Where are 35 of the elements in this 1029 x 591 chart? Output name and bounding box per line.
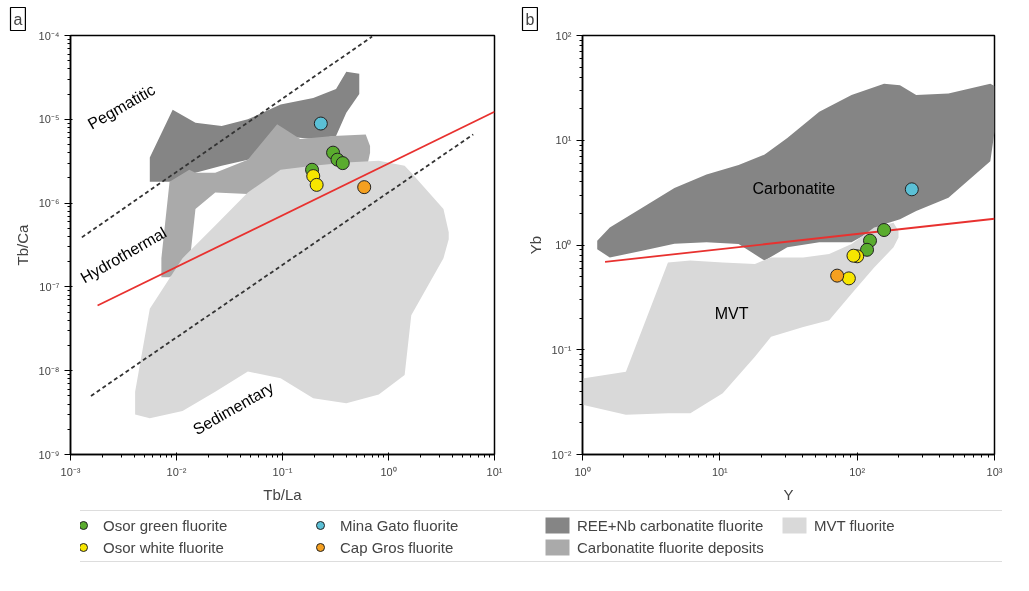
y-axis-title: Tb/Ca bbox=[13, 223, 31, 266]
x-axis-title: Y bbox=[783, 485, 794, 503]
x-tick-label: 10⁻³ bbox=[60, 465, 81, 478]
y-tick-label: 10⁻⁴ bbox=[38, 29, 60, 42]
y-tick-label: 10² bbox=[555, 29, 572, 42]
legend-label: REE+Nb carbonatite fluorite bbox=[577, 516, 765, 534]
y-tick-label: 10⁻² bbox=[551, 448, 572, 461]
y-tick-label: 10⁻¹ bbox=[551, 343, 572, 356]
y-tick-label: 10⁻⁹ bbox=[38, 448, 60, 461]
legend-label: Mina Gato fluorite bbox=[340, 516, 460, 534]
legend-label: Cap Gros fluorite bbox=[340, 538, 455, 556]
legend-label: MVT fluorite bbox=[814, 516, 896, 534]
legend-label: Carbonatite fluorite deposits bbox=[577, 538, 765, 556]
y-tick-label: 10⁰ bbox=[555, 239, 572, 251]
x-tick-label: 10⁰ bbox=[380, 465, 397, 478]
x-axis-title: Tb/La bbox=[263, 485, 303, 503]
chart-title: a bbox=[13, 10, 23, 28]
x-tick-label: 10¹ bbox=[711, 465, 729, 478]
y-tick-label: 10⁻⁷ bbox=[39, 280, 60, 293]
x-tick-label: 10² bbox=[849, 465, 866, 478]
chart-title: b bbox=[525, 10, 535, 28]
annotation: Carbonatite bbox=[752, 179, 836, 197]
legend-label: Osor white fluorite bbox=[103, 538, 225, 556]
y-tick-label: 10¹ bbox=[555, 134, 572, 147]
legend-label: Osor green fluorite bbox=[103, 516, 229, 534]
y-tick-label: 10⁻⁵ bbox=[38, 113, 60, 126]
y-tick-label: 10⁻⁶ bbox=[38, 197, 60, 210]
x-tick-label: 10¹ bbox=[486, 465, 503, 478]
annotation: MVT bbox=[714, 304, 749, 322]
y-axis-title: Yb bbox=[526, 235, 544, 255]
x-tick-label: 10⁻¹ bbox=[272, 465, 293, 478]
x-tick-label: 10⁻² bbox=[166, 465, 187, 478]
y-tick-label: 10⁻⁸ bbox=[38, 364, 60, 377]
x-tick-label: 10⁰ bbox=[574, 465, 591, 478]
x-tick-label: 10³ bbox=[986, 465, 1003, 478]
